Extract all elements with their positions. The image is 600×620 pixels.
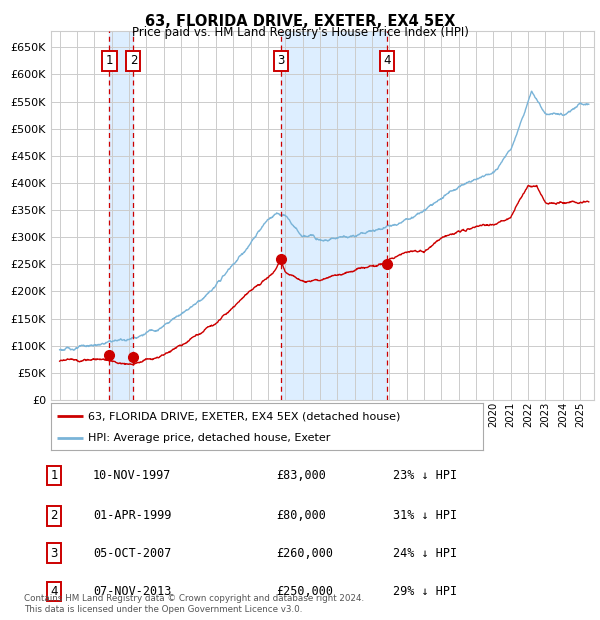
Text: £260,000: £260,000	[276, 547, 333, 559]
Text: 23% ↓ HPI: 23% ↓ HPI	[393, 469, 457, 482]
Text: 1: 1	[50, 469, 58, 482]
Text: 3: 3	[277, 55, 285, 68]
Text: 24% ↓ HPI: 24% ↓ HPI	[393, 547, 457, 559]
Text: 05-OCT-2007: 05-OCT-2007	[93, 547, 172, 559]
Text: 07-NOV-2013: 07-NOV-2013	[93, 585, 172, 598]
Text: 10-NOV-1997: 10-NOV-1997	[93, 469, 172, 482]
Text: HPI: Average price, detached house, Exeter: HPI: Average price, detached house, Exet…	[88, 433, 330, 443]
Text: 4: 4	[50, 585, 58, 598]
Text: 2: 2	[130, 55, 137, 68]
Text: This data is licensed under the Open Government Licence v3.0.: This data is licensed under the Open Gov…	[24, 604, 302, 614]
Text: 01-APR-1999: 01-APR-1999	[93, 510, 172, 522]
Text: 63, FLORIDA DRIVE, EXETER, EX4 5EX (detached house): 63, FLORIDA DRIVE, EXETER, EX4 5EX (deta…	[88, 411, 400, 421]
Bar	[109, 31, 133, 400]
Text: £83,000: £83,000	[276, 469, 326, 482]
Text: £80,000: £80,000	[276, 510, 326, 522]
Bar	[281, 31, 386, 400]
Text: 4: 4	[383, 55, 391, 68]
Text: Price paid vs. HM Land Registry's House Price Index (HPI): Price paid vs. HM Land Registry's House …	[131, 26, 469, 39]
Text: 29% ↓ HPI: 29% ↓ HPI	[393, 585, 457, 598]
Text: 31% ↓ HPI: 31% ↓ HPI	[393, 510, 457, 522]
Text: 1: 1	[106, 55, 113, 68]
Text: 2: 2	[50, 510, 58, 522]
Text: 63, FLORIDA DRIVE, EXETER, EX4 5EX: 63, FLORIDA DRIVE, EXETER, EX4 5EX	[145, 14, 455, 29]
Text: 3: 3	[50, 547, 58, 559]
Text: £250,000: £250,000	[276, 585, 333, 598]
Text: Contains HM Land Registry data © Crown copyright and database right 2024.: Contains HM Land Registry data © Crown c…	[24, 593, 364, 603]
